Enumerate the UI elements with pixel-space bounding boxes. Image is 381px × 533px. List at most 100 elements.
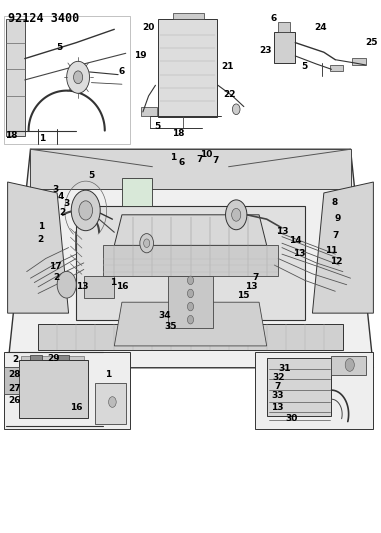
Text: 7: 7 [252, 273, 258, 281]
Text: 92124 3400: 92124 3400 [8, 12, 79, 25]
Text: 31: 31 [279, 365, 291, 373]
Text: 26: 26 [8, 397, 21, 405]
Text: 19: 19 [134, 52, 147, 60]
Text: 2: 2 [37, 236, 43, 244]
Circle shape [232, 208, 241, 221]
Text: 3: 3 [64, 199, 70, 208]
Text: 16: 16 [70, 403, 82, 411]
Polygon shape [95, 383, 126, 424]
Text: 3: 3 [52, 185, 58, 193]
Polygon shape [141, 107, 157, 116]
Text: 2: 2 [53, 273, 59, 281]
Text: 6: 6 [179, 158, 185, 166]
Text: 35: 35 [165, 322, 177, 330]
Text: 22: 22 [223, 90, 235, 99]
Text: 1: 1 [170, 153, 176, 161]
Text: 24: 24 [314, 23, 327, 32]
Text: 30: 30 [285, 414, 298, 423]
Text: 13: 13 [271, 403, 283, 412]
Text: 5: 5 [56, 44, 62, 52]
Text: 10: 10 [200, 150, 212, 159]
Text: 13: 13 [277, 228, 289, 236]
Text: 13: 13 [245, 282, 258, 291]
Text: 7: 7 [333, 231, 339, 240]
Text: 11: 11 [325, 246, 338, 255]
Text: 20: 20 [142, 23, 155, 32]
Text: 7: 7 [274, 382, 280, 391]
Text: 13: 13 [293, 249, 305, 257]
Text: 5: 5 [88, 172, 94, 180]
Text: 28: 28 [8, 370, 21, 378]
Circle shape [187, 289, 194, 298]
Polygon shape [255, 352, 373, 429]
Text: 33: 33 [271, 391, 283, 400]
Text: 16: 16 [117, 282, 129, 291]
Circle shape [226, 200, 247, 230]
Text: 17: 17 [49, 262, 62, 271]
Text: 9: 9 [335, 214, 341, 223]
Polygon shape [114, 215, 267, 245]
Text: 12: 12 [330, 257, 343, 265]
Circle shape [144, 239, 150, 247]
Text: 7: 7 [212, 157, 218, 165]
Bar [21, 381, 84, 391]
Text: 4: 4 [58, 192, 64, 200]
Polygon shape [331, 356, 366, 375]
Polygon shape [352, 58, 366, 65]
Text: 5: 5 [302, 62, 308, 71]
Polygon shape [38, 324, 343, 350]
Circle shape [187, 316, 194, 324]
Text: 2: 2 [12, 356, 18, 364]
Circle shape [109, 397, 116, 407]
Text: 1: 1 [110, 278, 117, 287]
Circle shape [57, 271, 76, 298]
Polygon shape [8, 182, 69, 313]
Bar [21, 394, 84, 403]
Circle shape [187, 276, 194, 285]
Polygon shape [267, 358, 331, 416]
Polygon shape [158, 19, 217, 117]
Text: 6: 6 [271, 14, 277, 23]
Text: 15: 15 [237, 292, 249, 300]
Circle shape [187, 302, 194, 311]
Text: 21: 21 [222, 62, 234, 71]
Polygon shape [4, 352, 130, 429]
Bar [21, 369, 84, 378]
Circle shape [79, 201, 93, 220]
Text: 18: 18 [172, 129, 184, 138]
Polygon shape [8, 149, 373, 368]
Text: 27: 27 [8, 384, 21, 392]
Text: 2: 2 [60, 208, 66, 216]
Circle shape [67, 61, 90, 93]
Text: 34: 34 [158, 311, 171, 320]
Polygon shape [122, 177, 152, 206]
Polygon shape [4, 367, 19, 394]
Polygon shape [103, 245, 278, 276]
Polygon shape [6, 19, 25, 136]
Text: 13: 13 [76, 282, 88, 291]
Polygon shape [4, 16, 130, 144]
Polygon shape [30, 355, 42, 359]
Polygon shape [57, 355, 69, 359]
Polygon shape [173, 13, 204, 19]
Text: 14: 14 [289, 237, 302, 245]
Circle shape [232, 104, 240, 115]
Circle shape [140, 233, 154, 253]
Polygon shape [274, 32, 295, 63]
Text: 7: 7 [197, 156, 203, 164]
Polygon shape [278, 22, 290, 32]
Bar [21, 406, 84, 416]
Polygon shape [84, 276, 114, 298]
Polygon shape [76, 206, 305, 320]
Text: 8: 8 [331, 198, 338, 207]
Polygon shape [168, 276, 213, 328]
Text: 18: 18 [5, 132, 18, 140]
Circle shape [74, 71, 83, 84]
Text: 1: 1 [38, 222, 44, 231]
Polygon shape [114, 302, 267, 346]
Bar [21, 356, 84, 366]
Text: 6: 6 [118, 68, 124, 76]
Polygon shape [19, 359, 88, 418]
Polygon shape [330, 65, 343, 71]
Circle shape [345, 359, 354, 372]
